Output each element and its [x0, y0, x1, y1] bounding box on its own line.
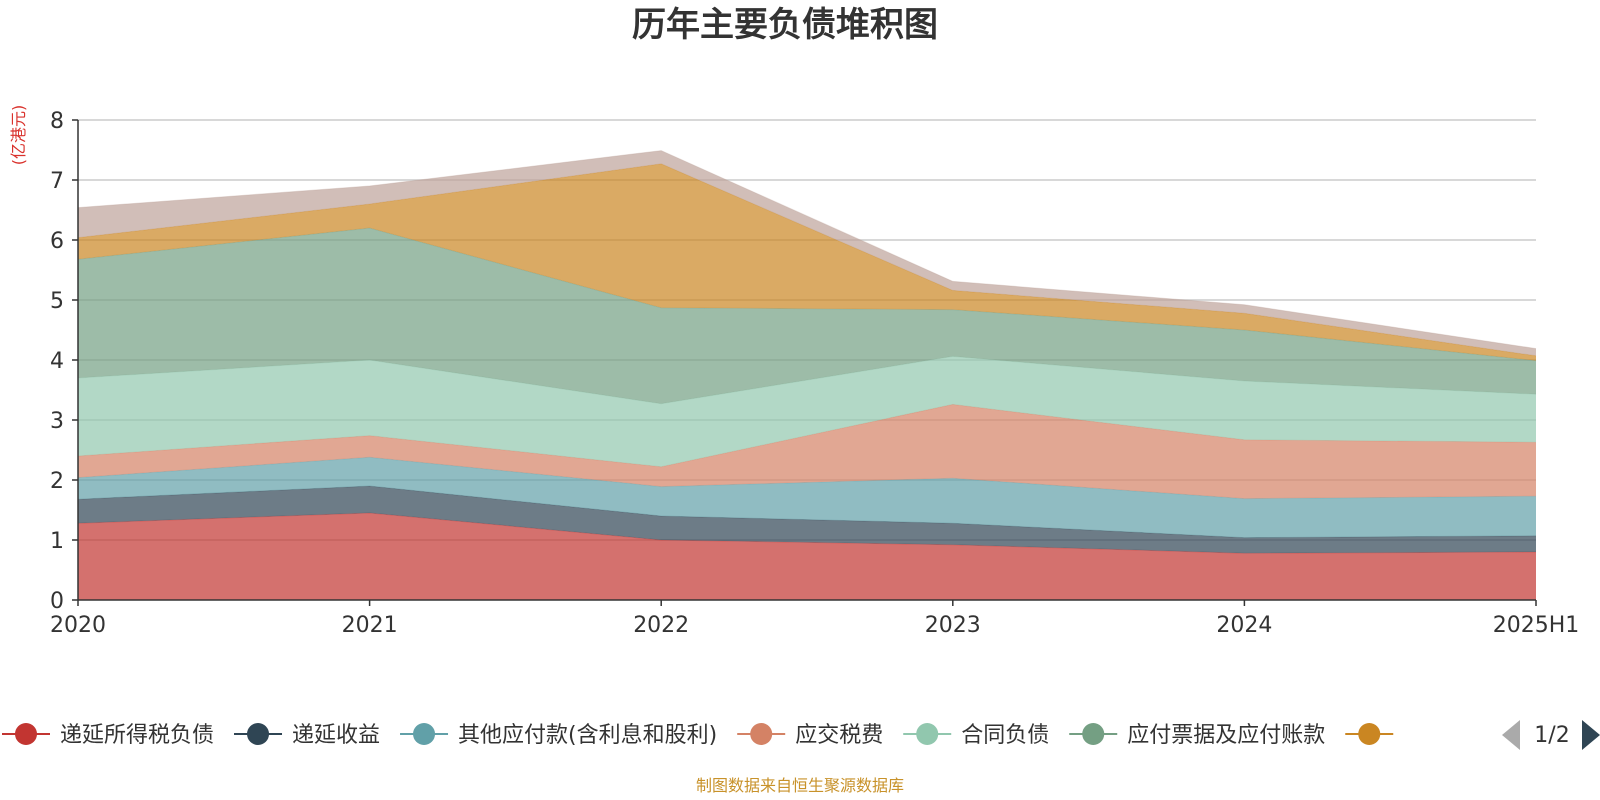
source-note: 制图数据来自恒生聚源数据库	[696, 776, 904, 795]
legend-prev-icon[interactable]	[1502, 720, 1520, 750]
legend-label: 其他应付款(含利息和股利)	[458, 723, 717, 748]
y-tick-label: 3	[50, 409, 64, 434]
axes: 0 1 2 3 4 5 6 7 8 2020 2021 2022 2023 2024 2025H1	[50, 109, 1579, 638]
x-tick-label: 2023	[925, 613, 981, 638]
legend-marker	[1358, 723, 1381, 745]
legend-item[interactable]: 递延所得税负债	[2, 723, 214, 748]
y-tick-label: 8	[50, 109, 64, 134]
y-tick-label: 5	[50, 289, 64, 314]
legend-label: 合同负债	[961, 723, 1049, 748]
legend-label: 应交税费	[795, 723, 883, 748]
legend-label: 递延所得税负债	[60, 723, 214, 748]
legend-item[interactable]: 递延收益	[234, 723, 380, 748]
area-band	[78, 513, 1536, 600]
area-band	[78, 228, 1536, 404]
legend-item[interactable]: 应付票据及应付账款	[1069, 723, 1325, 748]
y-tick-label: 4	[50, 349, 64, 374]
y-tick-label: 0	[50, 589, 64, 614]
area-series	[77, 150, 1537, 600]
area-band	[78, 163, 1536, 361]
area-band	[78, 486, 1536, 554]
legend-label: 应付票据及应付账款	[1127, 723, 1325, 748]
y-tick-label: 6	[50, 229, 64, 254]
unit-label: (亿港元)	[9, 105, 28, 166]
legend[interactable]: 递延所得税负债 递延收益 其他应付款(含利息和股利) 应交税费 合同负债 应付票据及应付账…	[2, 720, 1600, 750]
legend-marker	[15, 723, 37, 745]
legend-marker	[247, 723, 270, 745]
legend-marker	[750, 723, 773, 745]
y-tick-label: 1	[50, 529, 64, 554]
x-tick-label: 2025H1	[1493, 613, 1580, 638]
legend-page-indicator: 1/2	[1534, 723, 1569, 748]
chart-title: 历年主要负债堆积图	[632, 5, 938, 45]
x-tick-label: 2024	[1216, 613, 1272, 638]
legend-item[interactable]	[1345, 723, 1394, 745]
legend-item[interactable]: 应交税费	[737, 723, 883, 748]
legend-marker	[1082, 723, 1105, 745]
area-band	[78, 404, 1536, 499]
legend-item[interactable]: 其他应付款(含利息和股利)	[400, 723, 717, 748]
x-tick-label: 2021	[342, 613, 398, 638]
area-band	[78, 356, 1536, 467]
legend-next-icon[interactable]	[1582, 720, 1600, 750]
legend-item[interactable]: 合同负债	[903, 723, 1049, 748]
legend-marker	[413, 723, 436, 745]
area-band	[78, 150, 1536, 356]
y-tick-label: 7	[50, 169, 64, 194]
legend-marker	[916, 723, 939, 745]
x-tick-label: 2022	[633, 613, 689, 638]
area-band	[78, 457, 1536, 538]
x-tick-label: 2020	[50, 613, 106, 638]
area-line	[77, 150, 1537, 350]
legend-label: 递延收益	[292, 723, 380, 748]
y-tick-label: 2	[50, 469, 64, 494]
